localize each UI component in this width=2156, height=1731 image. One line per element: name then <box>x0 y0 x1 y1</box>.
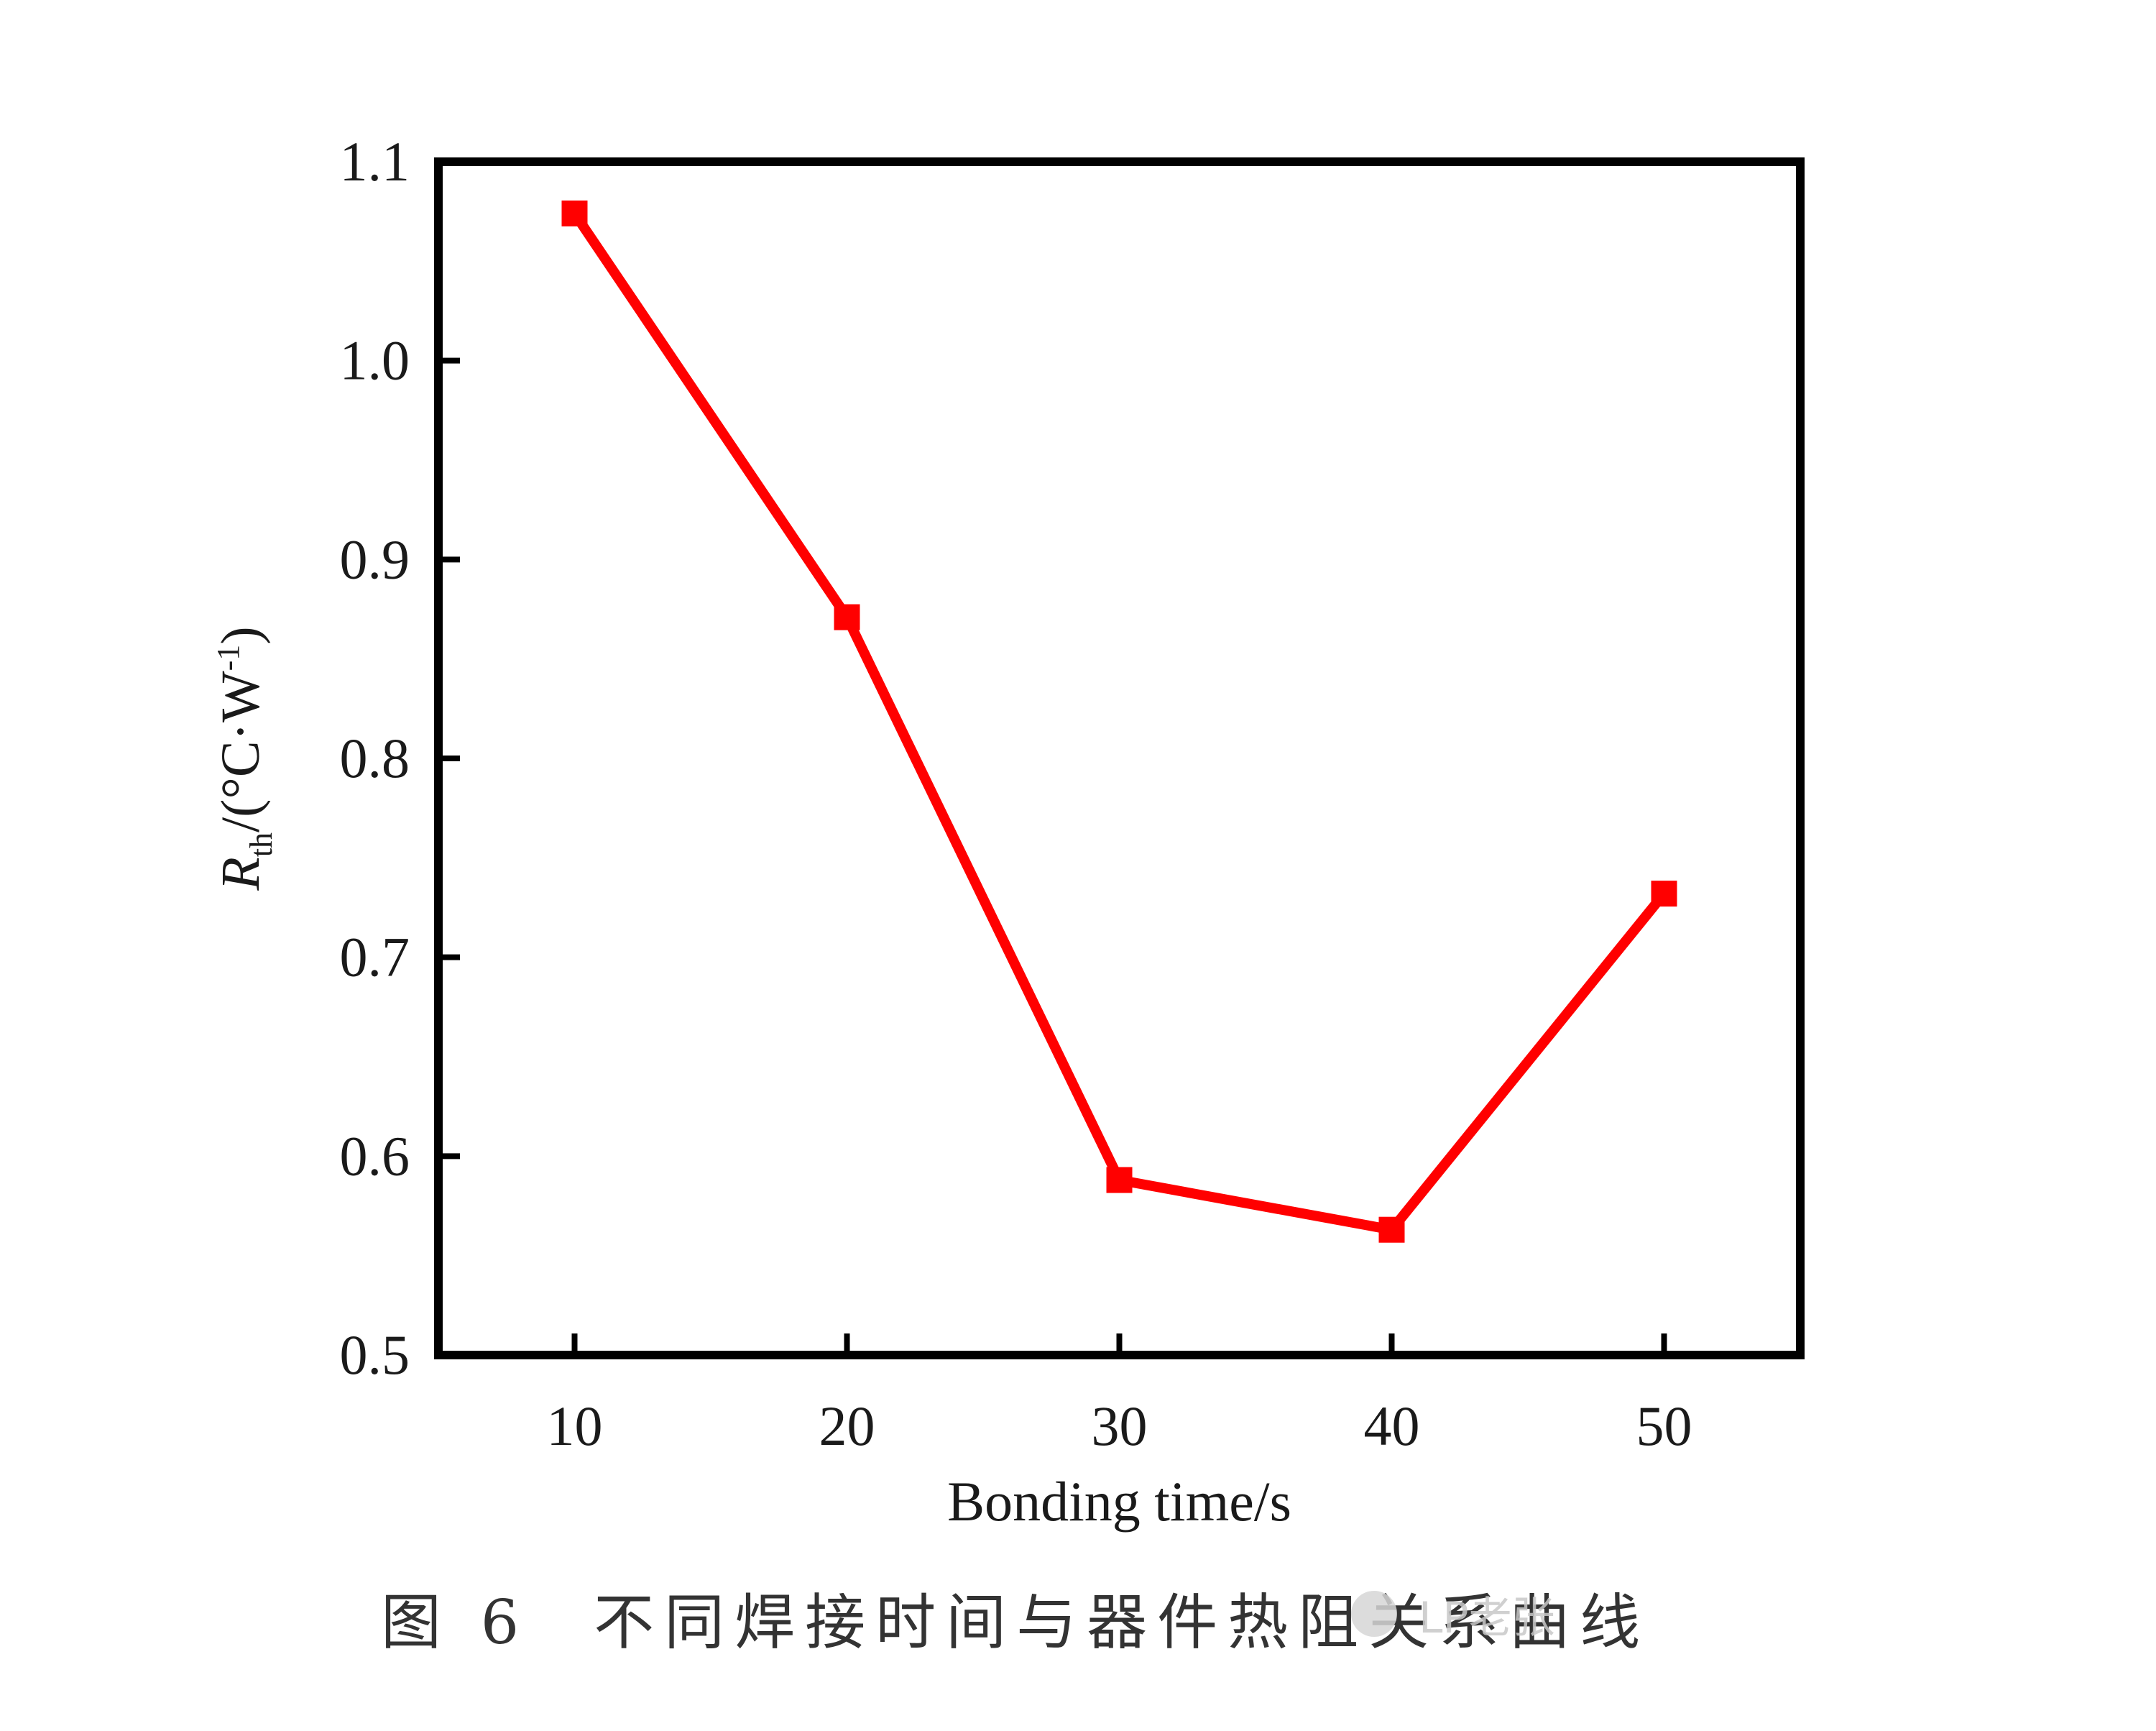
x-tick-label: 20 <box>819 1395 875 1457</box>
y-axis-subscript: th <box>244 832 279 857</box>
y-axis-unit-close: ) <box>211 626 271 644</box>
y-axis-unit-open: /(°C·W <box>211 671 271 832</box>
data-point <box>561 200 588 226</box>
y-tick-label: 1.1 <box>340 130 410 193</box>
y-tick-label: 0.7 <box>340 926 410 988</box>
x-ticks: 10 20 30 40 50 <box>547 1333 1692 1457</box>
y-tick-label: 1.0 <box>340 329 410 392</box>
caption-number: 图 6 <box>381 1587 530 1658</box>
y-tick-label: 0.8 <box>340 727 410 789</box>
y-axis-unit-sup: -1 <box>211 645 246 671</box>
data-point <box>834 604 860 630</box>
watermark: LP老张 <box>1351 1581 1555 1646</box>
data-point <box>1106 1167 1133 1193</box>
data-point <box>1378 1216 1405 1243</box>
y-tick-label: 0.6 <box>340 1124 410 1187</box>
caption-text: 不同焊接时间与器件热阻关系曲线 <box>594 1587 1651 1658</box>
x-tick-label: 30 <box>1092 1395 1148 1457</box>
y-tick-label: 0.9 <box>340 528 410 590</box>
y-axis-title: Rth/(°C·W-1) <box>211 626 279 891</box>
watermark-text: LP老张 <box>1419 1592 1555 1643</box>
series-line <box>570 211 1668 1235</box>
x-tick-label: 50 <box>1636 1395 1692 1457</box>
x-tick-label: 40 <box>1364 1395 1420 1457</box>
y-ticks: 0.5 0.6 0.7 0.8 0.9 1.0 1.1 <box>340 130 460 1386</box>
wechat-icon <box>1351 1591 1397 1637</box>
plot-frame <box>434 157 1805 1359</box>
data-point <box>1651 881 1677 907</box>
series-layer <box>561 200 1677 1243</box>
y-axis-symbol: R <box>211 857 271 891</box>
figure-caption: 图 6 不同焊接时间与器件热阻关系曲线 <box>381 1574 1746 1658</box>
y-tick-label: 0.5 <box>340 1323 410 1386</box>
x-axis-title: Bonding time/s <box>947 1470 1291 1533</box>
x-tick-label: 10 <box>547 1395 603 1457</box>
